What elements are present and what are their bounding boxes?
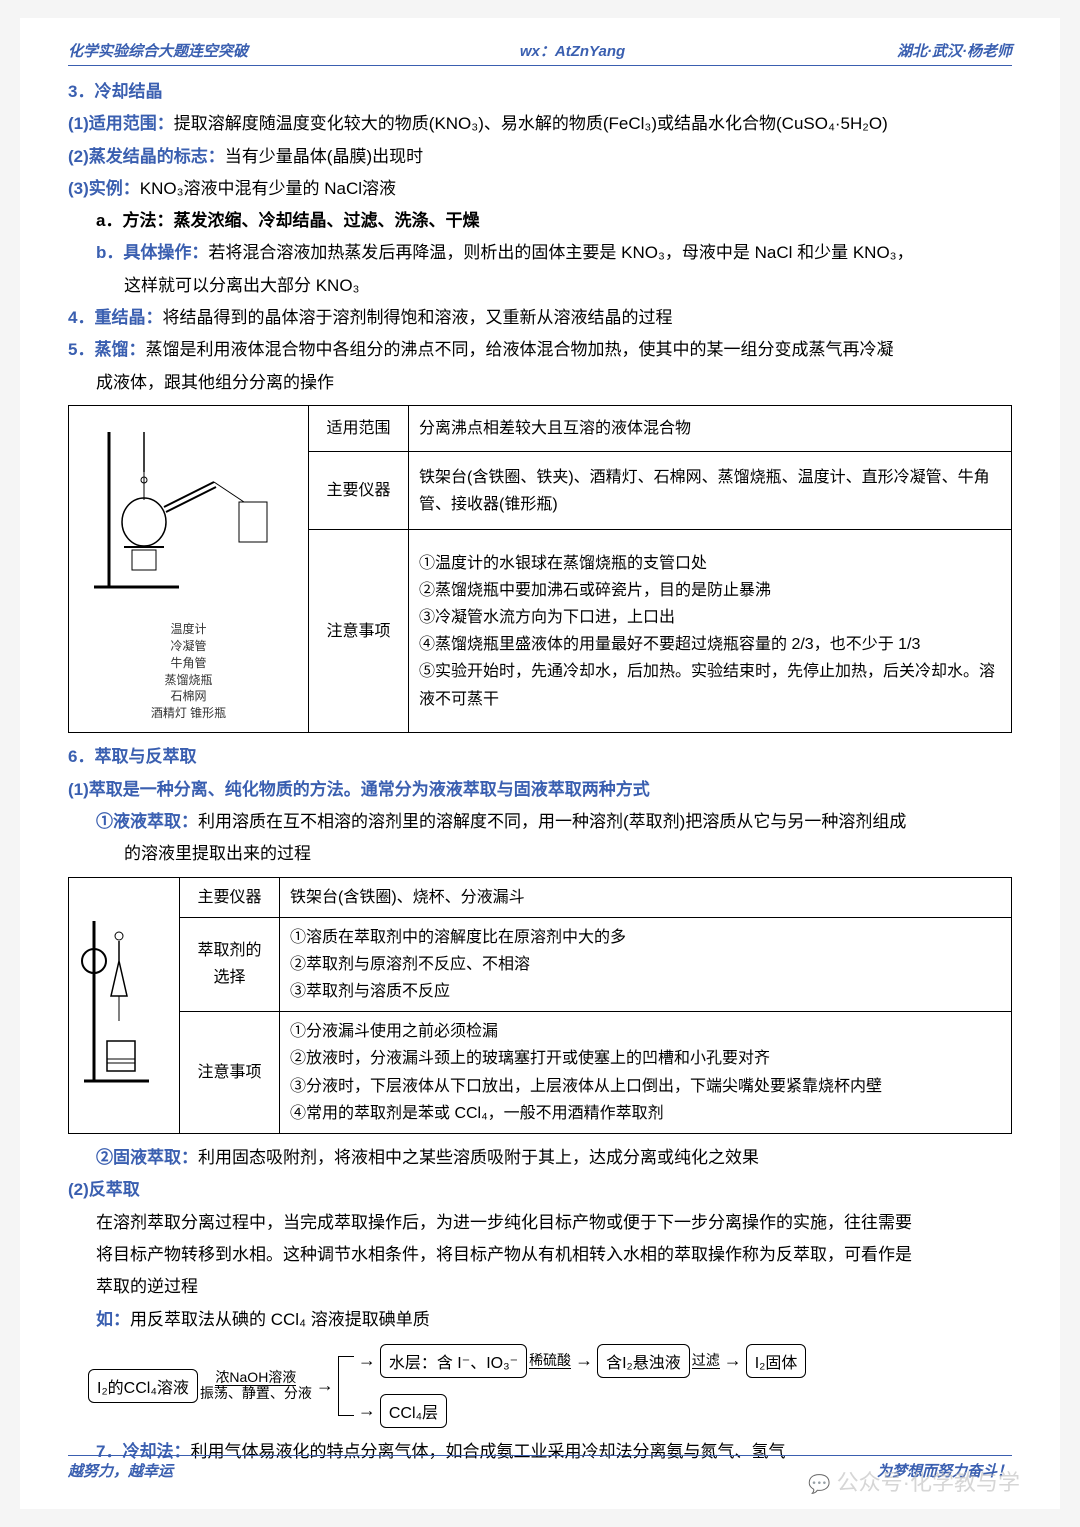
- section-4: 4．重结晶：将结晶得到的晶体溶于溶剂制得饱和溶液，又重新从溶液结晶的过程: [68, 302, 1012, 334]
- header-mid: wx：AtZnYang: [520, 40, 625, 61]
- t2-r3a: 注意事项: [180, 1012, 280, 1134]
- flow-box-4: I₂固体: [746, 1344, 807, 1378]
- header-left: 化学实验综合大题连空突破: [68, 40, 248, 61]
- s3-a: a．方法：蒸发浓缩、冷却结晶、过滤、洗涤、干燥: [96, 205, 1012, 237]
- t1-r1a: 适用范围: [309, 405, 409, 451]
- flow-arrow-1: 浓NaOH溶液 振荡、静置、分液: [200, 1370, 312, 1402]
- extraction-diagram: [69, 877, 180, 1134]
- flow-box-2b: CCl₄层: [380, 1394, 447, 1428]
- distillation-table: 温度计 冷凝管 牛角管 蒸馏烧瓶 石棉网 酒精灯 锥形瓶 适用范围 分离沸点相差…: [68, 405, 1012, 733]
- s3-b2: 这样就可以分离出大部分 KNO₃: [124, 270, 1012, 302]
- s6b-ex: 如：用反萃取法从碘的 CCl₄ 溶液提取碘单质: [96, 1304, 1012, 1336]
- t1-r2b: 铁架台(含铁圈、铁夹)、酒精灯、石棉网、蒸馏烧瓶、温度计、直形冷凝管、牛角管、接…: [409, 452, 1012, 530]
- page: 化学实验综合大题连空突破 wx：AtZnYang 湖北·武汉·杨老师 3．冷却结…: [20, 18, 1060, 1509]
- t1-r2a: 主要仪器: [309, 452, 409, 530]
- section-5b: 成液体，跟其他组分分离的操作: [96, 367, 1012, 399]
- s3-p3: (3)实例：KNO₃溶液中混有少量的 NaCl溶液: [68, 173, 1012, 205]
- s6-l2: 的溶液里提取出来的过程: [124, 838, 1012, 870]
- t1-r3a: 注意事项: [309, 530, 409, 733]
- s6b-t2: 将目标产物转移到水相。这种调节水相条件，将目标产物从有机相转入水相的萃取操作称为…: [96, 1239, 1012, 1271]
- footer-left: 越努力，越幸运: [68, 1460, 173, 1481]
- t1-r1b: 分离沸点相差较大且互溶的液体混合物: [409, 405, 1012, 451]
- s6b-l1: ②固液萃取：利用固态吸附剂，将液相中之某些溶质吸附于其上，达成分离或纯化之效果: [96, 1142, 1012, 1174]
- flow-box-3: 含I₂悬浊液: [597, 1344, 690, 1378]
- section-6-title: 6．萃取与反萃取: [68, 741, 1012, 773]
- flow-diagram: I₂的CCl₄溶液 浓NaOH溶液 振荡、静置、分液 → → 水层：含 I⁻、I…: [88, 1344, 1012, 1428]
- s3-p2: (2)蒸发结晶的标志：当有少量晶体(晶膜)出现时: [68, 141, 1012, 173]
- t2-r1b: 铁架台(含铁圈)、烧杯、分液漏斗: [280, 877, 1012, 917]
- diagram1-labels: 温度计 冷凝管 牛角管 蒸馏烧瓶 石棉网 酒精灯 锥形瓶: [151, 621, 226, 722]
- header-right: 湖北·武汉·杨老师: [897, 40, 1012, 61]
- t2-r3b: ①分液漏斗使用之前必须检漏 ②放液时，分液漏斗颈上的玻璃塞打开或使塞上的凹槽和小…: [280, 1012, 1012, 1134]
- distillation-diagram: 温度计 冷凝管 牛角管 蒸馏烧瓶 石棉网 酒精灯 锥形瓶: [69, 405, 309, 732]
- t2-r2b: ①溶质在萃取剂中的溶解度比在原溶剂中大的多 ②萃取剂与原溶剂不反应、不相溶 ③萃…: [280, 917, 1012, 1012]
- s6b-p2: (2)反萃取: [68, 1174, 1012, 1206]
- arrow-icon: →: [316, 1375, 334, 1396]
- extraction-table: 主要仪器 铁架台(含铁圈)、烧杯、分液漏斗 萃取剂的选择 ①溶质在萃取剂中的溶解…: [68, 877, 1012, 1135]
- flow-box-2a: 水层：含 I⁻、IO₃⁻: [380, 1344, 527, 1378]
- s6b-t3: 萃取的逆过程: [96, 1271, 1012, 1303]
- t2-r1a: 主要仪器: [180, 877, 280, 917]
- s3-b1: b．具体操作：若将混合溶液加热蒸发后再降温，则析出的固体主要是 KNO₃，母液中…: [96, 237, 1012, 269]
- s6-l1: ①液液萃取：利用溶质在互不相溶的溶剂里的溶解度不同，用一种溶剂(萃取剂)把溶质从…: [96, 806, 1012, 838]
- page-header: 化学实验综合大题连空突破 wx：AtZnYang 湖北·武汉·杨老师: [68, 40, 1012, 66]
- t2-r2a: 萃取剂的选择: [180, 917, 280, 1012]
- section-3-title: 3．冷却结晶: [68, 76, 1012, 108]
- watermark: 💬 公众号·化学教与学: [808, 1465, 1020, 1497]
- section-5: 5．蒸馏：蒸馏是利用液体混合物中各组分的沸点不同，给液体混合物加热，使其中的某一…: [68, 334, 1012, 366]
- s6-p1: (1)萃取是一种分离、纯化物质的方法。通常分为液液萃取与固液萃取两种方式: [68, 774, 1012, 806]
- s6b-t1: 在溶剂萃取分离过程中，当完成萃取操作后，为进一步纯化目标产物或便于下一步分离操作…: [96, 1207, 1012, 1239]
- flow-box-1: I₂的CCl₄溶液: [88, 1369, 198, 1403]
- t1-r3b: ①温度计的水银球在蒸馏烧瓶的支管口处 ②蒸馏烧瓶中要加沸石或碎瓷片，目的是防止暴…: [409, 530, 1012, 733]
- s3-p1: (1)适用范围：提取溶解度随温度变化较大的物质(KNO₃)、易水解的物质(FeC…: [68, 108, 1012, 140]
